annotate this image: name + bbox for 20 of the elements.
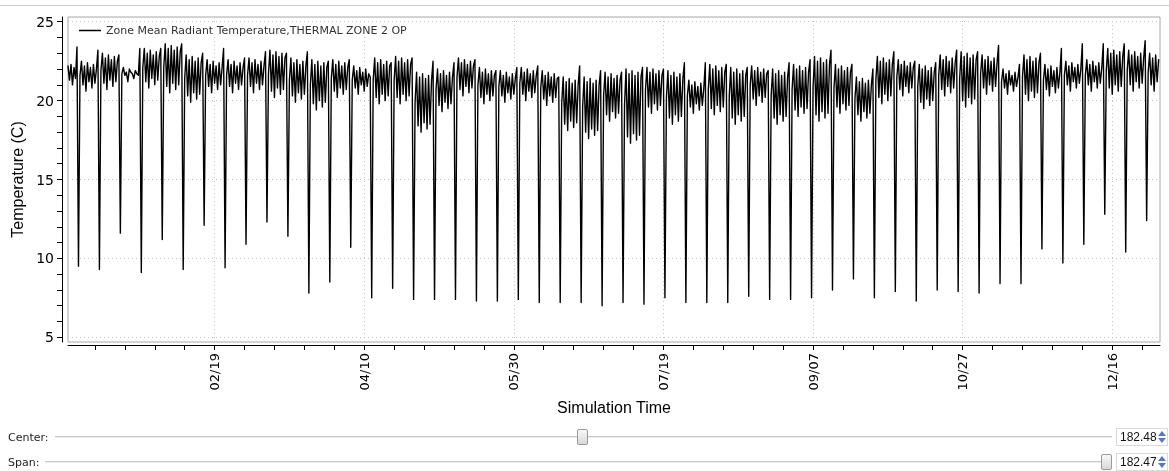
- x-tick-label: 09/07: [805, 353, 821, 391]
- line-series: [67, 39, 1160, 307]
- x-tick-label: 05/30: [506, 353, 522, 391]
- x-tick-label: 04/10: [356, 353, 372, 391]
- y-tick-label: 5: [45, 329, 54, 346]
- legend-label: Zone Mean Radiant Temperature,THERMAL ZONE 2 OP: [106, 24, 408, 37]
- x-axis-title: Simulation Time: [557, 398, 672, 416]
- x-tick-label: 07/19: [655, 353, 671, 391]
- y-tick-label: 15: [36, 171, 54, 188]
- y-tick-label: 25: [36, 13, 54, 30]
- y-axis-title: Temperature (C): [8, 121, 26, 238]
- text: Span:: [8, 455, 40, 469]
- number-field: 182.47: [1116, 453, 1168, 471]
- number-field: 182.48: [1116, 428, 1168, 446]
- x-tick-label: 12/16: [1104, 353, 1120, 391]
- x-tick-label: 10/27: [955, 353, 971, 391]
- y-tick-label: 20: [36, 92, 54, 109]
- y-tick-label: 10: [36, 250, 54, 267]
- text: Center:: [8, 430, 49, 444]
- x-tick-label: 02/19: [207, 353, 223, 391]
